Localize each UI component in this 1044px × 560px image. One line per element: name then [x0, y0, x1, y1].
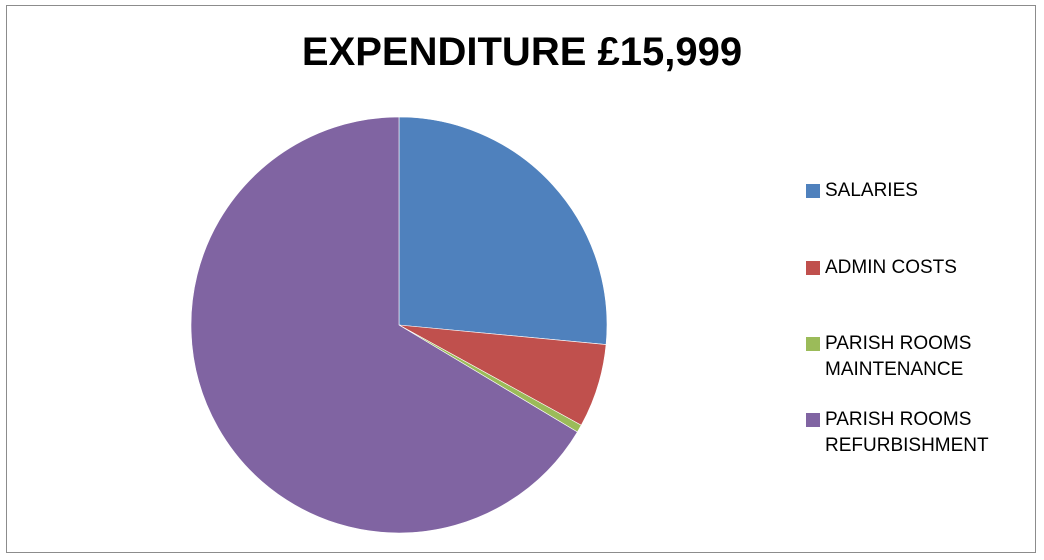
legend-item-parish-rooms-maintenance: PARISH ROOMS MAINTENANCE	[806, 331, 1025, 383]
legend-label-parish-rooms-maintenance: PARISH ROOMS MAINTENANCE	[825, 333, 972, 380]
legend-item-admin-costs: ADMIN COSTS	[806, 255, 1025, 281]
legend-label-salaries: SALARIES	[825, 180, 918, 201]
pie-slice-parish-rooms-refurbishment	[190, 116, 578, 534]
legend-swatch-parish-rooms-refurbishment	[806, 413, 820, 427]
legend-item-salaries: SALARIES	[806, 178, 1025, 204]
legend-swatch-salaries	[806, 184, 820, 198]
chart-title: EXPENDITURE £15,999	[301, 30, 743, 74]
legend-label-admin-costs: ADMIN COSTS	[825, 257, 957, 278]
legend-swatch-parish-rooms-maintenance	[806, 337, 820, 351]
legend-item-parish-rooms-refurbishment: PARISH ROOMS REFURBISHMENT	[806, 407, 1025, 459]
legend-swatch-admin-costs	[806, 261, 820, 275]
pie-slice-salaries	[398, 116, 608, 345]
legend-label-parish-rooms-refurbishment: PARISH ROOMS REFURBISHMENT	[825, 409, 989, 456]
